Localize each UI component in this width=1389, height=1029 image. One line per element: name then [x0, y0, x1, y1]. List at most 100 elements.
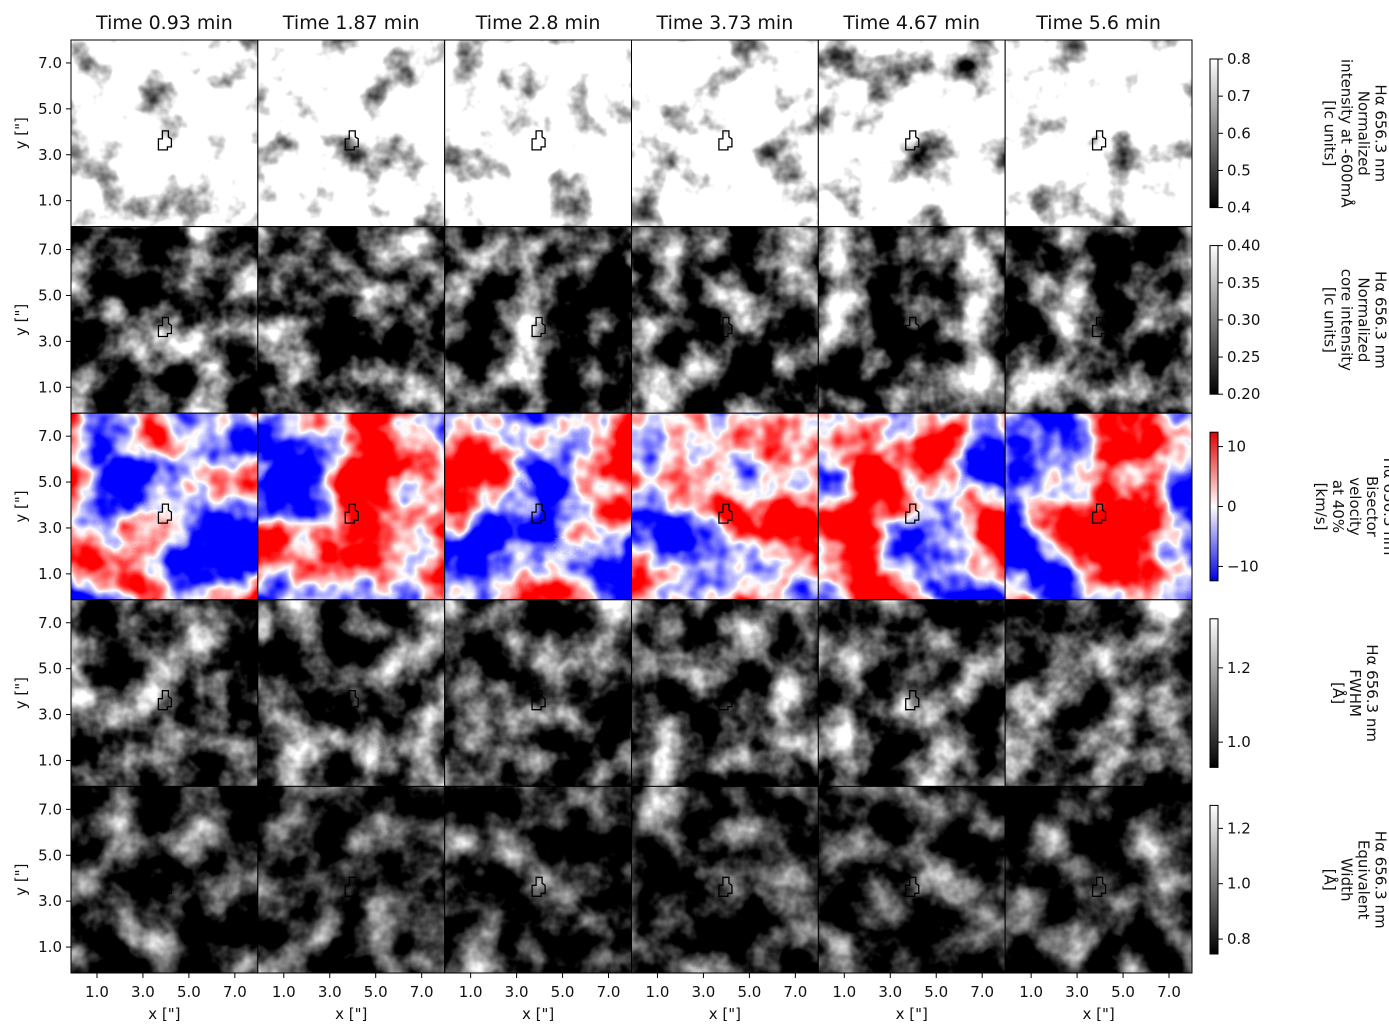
colorbar-tick-label: 0.40 — [1227, 237, 1260, 255]
y-tick-label: 3.0 — [38, 519, 62, 537]
colorbar-tick-label: 0 — [1227, 498, 1237, 516]
image-panel — [258, 600, 445, 787]
x-tick-label: 7.0 — [223, 983, 247, 1001]
image-panel — [445, 413, 632, 600]
colorbar — [1210, 432, 1218, 581]
colorbar — [1210, 59, 1218, 208]
image-panel — [1005, 40, 1192, 227]
column-title: Time 5.6 min — [1035, 12, 1161, 34]
column-title: Time 0.93 min — [95, 12, 233, 34]
x-tick-label: 5.0 — [737, 983, 761, 1001]
x-tick-label: 5.0 — [924, 983, 948, 1001]
image-panel — [632, 40, 819, 227]
x-tick-label: 3.0 — [505, 983, 529, 1001]
colorbar-label-line: velocity — [1346, 477, 1364, 536]
image-panel — [1005, 227, 1192, 414]
y-axis-label: y ["] — [12, 490, 30, 522]
column-title: Time 3.73 min — [656, 12, 794, 34]
x-tick-label: 1.0 — [832, 983, 856, 1001]
y-tick-label: 1.0 — [38, 938, 62, 956]
x-tick-label: 3.0 — [131, 983, 155, 1001]
image-panel — [632, 413, 819, 600]
image-panel — [71, 413, 258, 600]
x-tick-label: 5.0 — [177, 983, 201, 1001]
column-title: Time 1.87 min — [282, 12, 420, 34]
x-tick-label: 3.0 — [878, 983, 902, 1001]
y-axis-label: y ["] — [12, 677, 30, 709]
colorbar — [1210, 246, 1218, 395]
image-panel — [1005, 786, 1192, 973]
x-tick-label: 7.0 — [410, 983, 434, 1001]
image-panel — [71, 786, 258, 973]
y-tick-label: 7.0 — [38, 614, 62, 632]
image-panel — [818, 413, 1005, 600]
x-tick-label: 1.0 — [85, 983, 109, 1001]
image-panel — [1005, 600, 1192, 787]
y-tick-label: 5.0 — [38, 846, 62, 864]
colorbar-tick-label: 0.7 — [1227, 87, 1251, 105]
image-panel — [818, 40, 1005, 227]
y-tick-label: 3.0 — [38, 332, 62, 350]
colorbar-label-line: Width — [1338, 858, 1356, 902]
colorbar-tick-label: 0.8 — [1227, 50, 1251, 68]
y-axis-label: y ["] — [12, 117, 30, 149]
colorbar-label-line: Bisector — [1363, 476, 1381, 538]
colorbar-label-line: [km/s] — [1312, 483, 1330, 531]
image-panel — [445, 40, 632, 227]
colorbar-label-line: Normalized — [1355, 277, 1373, 362]
y-tick-label: 5.0 — [38, 100, 62, 118]
image-panel — [818, 786, 1005, 973]
image-panel — [445, 227, 632, 414]
image-panel — [71, 227, 258, 414]
x-tick-label: 7.0 — [597, 983, 621, 1001]
y-tick-label: 3.0 — [38, 706, 62, 724]
image-panel — [818, 227, 1005, 414]
colorbar-label-line: [Ic units] — [1321, 287, 1339, 353]
colorbar-tick-label: 0.30 — [1227, 311, 1260, 329]
colorbar-tick-label: 1.2 — [1227, 819, 1251, 837]
x-tick-label: 5.0 — [551, 983, 575, 1001]
colorbar-label-line: Hα 656.3 nm — [1372, 271, 1389, 369]
colorbar-label-line: Equivalent — [1355, 840, 1373, 920]
image-panel — [258, 413, 445, 600]
y-tick-label: 5.0 — [38, 473, 62, 491]
y-axis-label: y ["] — [12, 864, 30, 896]
colorbar-tick-label: 1.0 — [1227, 733, 1251, 751]
y-tick-label: 5.0 — [38, 660, 62, 678]
colorbar-label: Hα 656.3 nmEquivalentWidth[Å] — [1321, 831, 1389, 929]
image-panel — [818, 600, 1005, 787]
colorbar-tick-label: 0.35 — [1227, 274, 1260, 292]
colorbar-label: Hα 656.3 nmBisectorvelocityat 40%[km/s] — [1312, 458, 1389, 556]
x-axis-label: x ["] — [522, 1005, 554, 1023]
x-tick-label: 1.0 — [459, 983, 483, 1001]
x-tick-label: 7.0 — [783, 983, 807, 1001]
x-axis-label: x ["] — [709, 1005, 741, 1023]
image-panel — [445, 600, 632, 787]
colorbar-label-line: at 40% — [1329, 480, 1347, 533]
y-tick-label: 1.0 — [38, 378, 62, 396]
colorbar-label-line: [Å] — [1321, 869, 1340, 891]
x-axis-label: x ["] — [1082, 1005, 1114, 1023]
image-panel — [632, 600, 819, 787]
colorbar-label-line: Normalized — [1355, 91, 1373, 176]
y-tick-label: 1.0 — [38, 751, 62, 769]
x-axis-label: x ["] — [335, 1005, 367, 1023]
y-tick-label: 7.0 — [38, 241, 62, 259]
colorbar-tick-label: 0.20 — [1227, 385, 1260, 403]
x-tick-label: 3.0 — [1065, 983, 1089, 1001]
image-panel — [632, 227, 819, 414]
x-tick-label: 5.0 — [1111, 983, 1135, 1001]
colorbar-tick-label: 1.2 — [1227, 659, 1251, 677]
image-panel — [1005, 413, 1192, 600]
colorbar-tick-label: 0.4 — [1227, 199, 1251, 217]
colorbar-label-line: Hα 656.3 nm — [1372, 831, 1389, 929]
colorbar-label-line: intensity at -600mÅ — [1338, 59, 1357, 208]
x-axis-label: x ["] — [896, 1005, 928, 1023]
y-axis-label: y ["] — [12, 304, 30, 336]
colorbar — [1210, 805, 1218, 954]
x-tick-label: 7.0 — [1157, 983, 1181, 1001]
image-panel — [445, 786, 632, 973]
y-tick-label: 7.0 — [38, 427, 62, 445]
colorbar-label-line: Hα 656.3 nm — [1372, 84, 1389, 182]
colorbar-tick-label: 0.5 — [1227, 161, 1251, 179]
